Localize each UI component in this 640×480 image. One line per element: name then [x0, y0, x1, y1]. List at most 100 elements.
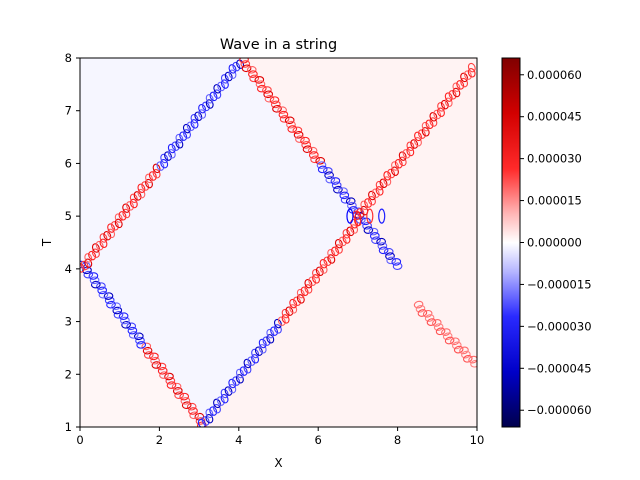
front-f-ring [435, 327, 446, 336]
front-e-ring [398, 151, 407, 161]
front-e-ring [375, 186, 384, 196]
front-c-ring [213, 84, 222, 94]
front-b-ring [315, 266, 324, 277]
front-a-ring [104, 296, 115, 305]
front-f-ring [441, 328, 451, 336]
front-d-ring [362, 222, 372, 230]
front-a-ring [159, 371, 169, 379]
front-c-ring [91, 248, 100, 258]
front-b-ring [254, 346, 263, 356]
front-b-ring [216, 396, 225, 406]
front-c-ring [213, 89, 222, 99]
front-b-ring [220, 388, 229, 399]
front-c-ring [152, 168, 161, 179]
front-a-ring [164, 372, 174, 381]
front-b-ring [273, 324, 282, 334]
front-c-ring [205, 94, 214, 104]
front-e-ring [410, 139, 419, 149]
front-d-ring [263, 90, 274, 99]
front-b-ring [289, 298, 298, 309]
colorbar-tick-label: −0.000045 [527, 361, 592, 375]
front-b-ring [228, 383, 237, 394]
front-e-ring [414, 131, 422, 142]
front-c-ring [99, 238, 108, 249]
front-d-ring [254, 76, 265, 84]
front-e-ring [421, 121, 430, 132]
front-a-ring [120, 316, 130, 325]
front-d-ring [256, 84, 267, 93]
front-d-ring [338, 187, 348, 195]
front-c-ring [190, 113, 199, 124]
crossing-ring [378, 208, 386, 224]
front-e-ring [364, 198, 373, 208]
front-c-ring [179, 131, 188, 141]
front-c-ring [99, 233, 108, 243]
front-c-ring [122, 208, 131, 219]
front-b-ring [285, 306, 294, 316]
front-c-ring [145, 178, 153, 189]
front-c-ring [220, 74, 229, 84]
front-f-ring [426, 318, 437, 326]
front-c-ring [84, 258, 93, 268]
front-a-ring [195, 417, 206, 425]
front-d-ring [248, 70, 258, 78]
front-b-ring [304, 278, 313, 289]
front-b [197, 216, 362, 427]
front-d-ring [272, 105, 282, 113]
front-d-ring [240, 60, 251, 68]
front-e-ring [383, 176, 392, 186]
front-b-ring [327, 248, 336, 259]
front-c [80, 59, 245, 273]
front-b-ring [235, 374, 244, 384]
front-c-ring [122, 203, 131, 213]
front-b-ring [293, 296, 301, 307]
front-d-ring [307, 146, 318, 155]
front-b-ring [323, 256, 332, 267]
front-d-ring [292, 126, 303, 135]
front-b-ring [338, 236, 347, 247]
front-c-ring [137, 188, 146, 199]
front-e-ring [402, 149, 411, 159]
front-b-ring [258, 344, 267, 354]
front-e-ring [444, 97, 453, 108]
front-a-ring [136, 341, 147, 349]
x-tick-label: 8 [394, 433, 401, 447]
front-d-ring [347, 201, 357, 210]
y-axis-label: T [40, 238, 54, 247]
front-b-ring [331, 246, 340, 257]
front-c-ring [198, 103, 207, 114]
front-e-ring [463, 70, 472, 80]
front-c-ring [84, 253, 93, 263]
front-e-ring [440, 99, 449, 110]
front-b-ring [342, 229, 351, 239]
front-e-ring [433, 109, 442, 120]
front-b-ring [247, 356, 256, 366]
front-b-ring [270, 326, 279, 336]
front-d-ring [246, 66, 257, 74]
x-axis-label: X [274, 456, 282, 470]
front-b-ring [243, 364, 252, 374]
front-d-ring [383, 248, 394, 256]
front-c-ring [118, 211, 127, 221]
front-d-ring [239, 58, 249, 64]
front-b-ring [308, 276, 317, 287]
front-c-ring [145, 173, 153, 184]
plot-frame [79, 57, 478, 428]
front-c-ring [190, 119, 199, 129]
front-b-ring [220, 393, 229, 404]
front-a-ring [111, 302, 121, 310]
front-c-ring [209, 91, 218, 102]
front-d-ring [391, 258, 402, 266]
y-tick-label: 6 [65, 156, 72, 170]
front-c-ring [217, 81, 226, 92]
front-d-ring [286, 120, 296, 129]
front-c-ring [133, 191, 142, 201]
front-a-ring [166, 381, 177, 389]
front-d-ring [317, 165, 328, 174]
front-a-ring [128, 331, 139, 339]
front-a-ring [90, 280, 101, 289]
front-e [352, 62, 476, 220]
front-d-ring [301, 141, 312, 149]
front-e-ring [406, 141, 415, 152]
front-b-ring [277, 316, 286, 326]
